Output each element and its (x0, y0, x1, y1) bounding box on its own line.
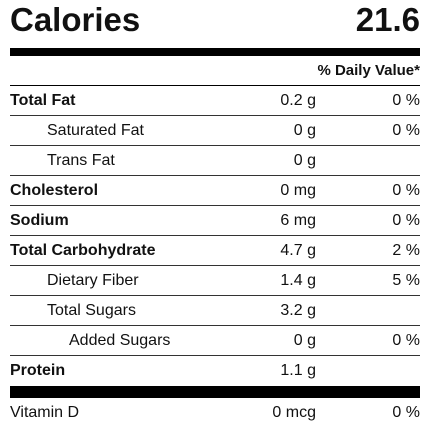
vitamin-name: Vitamin D (10, 404, 80, 421)
daily-value-header: % Daily Value* (10, 56, 420, 86)
nutrient-daily-value: 0 % (392, 332, 420, 349)
nutrient-row-total-sugars: Total Sugars 3.2 g (10, 296, 420, 326)
nutrient-amount: 6 mg (280, 212, 316, 229)
nutrient-amount: 1.4 g (280, 272, 316, 289)
nutrient-name: Protein (10, 362, 66, 379)
nutrient-amount: 0 g (293, 332, 316, 349)
nutrient-daily-value: 0 % (392, 212, 420, 229)
nutrient-amount: 0.2 g (280, 92, 316, 109)
nutrient-daily-value: 0 % (392, 92, 420, 109)
nutrient-name: Total Carbohydrate (10, 242, 156, 259)
calories-header: Calories 21.6 (10, 0, 420, 48)
nutrient-name: Total Fat (10, 92, 76, 109)
nutrient-row-total-fat: Total Fat 0.2 g 0 % (10, 86, 420, 116)
calories-value: 21.6 (355, 1, 420, 38)
nutrient-name: Sodium (10, 212, 69, 229)
nutrient-row-protein: Protein 1.1 g (10, 356, 420, 386)
nutrient-name: Saturated Fat (47, 122, 144, 139)
nutrient-row-sodium: Sodium 6 mg 0 % (10, 206, 420, 236)
thick-divider (10, 48, 420, 56)
nutrient-daily-value: 0 % (392, 182, 420, 199)
vitamin-daily-value: 0 % (392, 404, 420, 421)
nutrient-amount: 0 g (293, 122, 316, 139)
nutrient-row-added-sugars: Added Sugars 0 g 0 % (10, 326, 420, 356)
nutrient-name: Added Sugars (69, 332, 171, 349)
nutrient-name: Dietary Fiber (47, 272, 139, 289)
nutrient-row-trans-fat: Trans Fat 0 g (10, 146, 420, 176)
vitamin-amount: 0 mcg (272, 404, 316, 421)
vitamin-row-vitamin-d: Vitamin D 0 mcg 0 % (10, 398, 420, 428)
nutrient-row-saturated-fat: Saturated Fat 0 g 0 % (10, 116, 420, 146)
nutrient-daily-value: 2 % (392, 242, 420, 259)
nutrient-row-cholesterol: Cholesterol 0 mg 0 % (10, 176, 420, 206)
nutrient-daily-value: 0 % (392, 122, 420, 139)
nutrient-amount: 4.7 g (280, 242, 316, 259)
nutrient-amount: 0 mg (280, 182, 316, 199)
nutrient-row-total-carbohydrate: Total Carbohydrate 4.7 g 2 % (10, 236, 420, 266)
nutrient-name: Trans Fat (47, 152, 115, 169)
thick-divider (10, 386, 420, 398)
nutrient-amount: 3.2 g (280, 302, 316, 319)
calories-label: Calories (10, 1, 141, 38)
nutrient-name: Total Sugars (47, 302, 136, 319)
nutrition-facts-panel: Calories 21.6 % Daily Value* Total Fat 0… (10, 0, 420, 428)
nutrient-daily-value: 5 % (392, 272, 420, 289)
nutrient-name: Cholesterol (10, 182, 99, 199)
nutrient-amount: 1.1 g (280, 362, 316, 379)
nutrient-amount: 0 g (293, 152, 316, 169)
nutrient-row-dietary-fiber: Dietary Fiber 1.4 g 5 % (10, 266, 420, 296)
